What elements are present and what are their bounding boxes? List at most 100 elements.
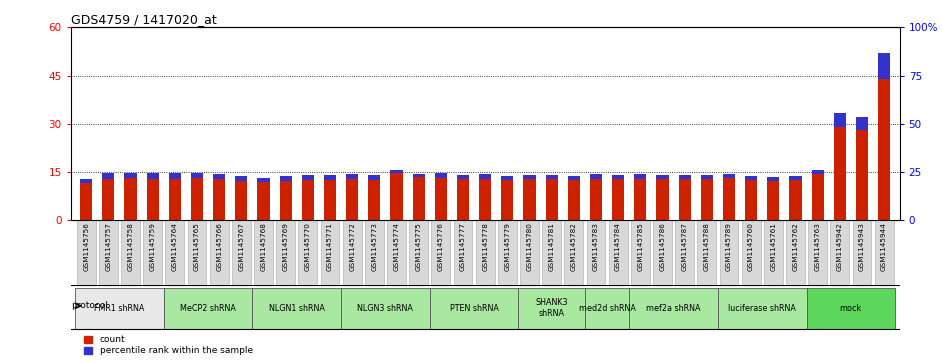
Bar: [80, 183, 92, 220]
Bar: [413, 174, 425, 177]
FancyBboxPatch shape: [320, 220, 339, 285]
Bar: [767, 181, 779, 220]
Bar: [301, 175, 314, 180]
Text: GSM1145783: GSM1145783: [593, 223, 599, 271]
Text: GSM1145775: GSM1145775: [415, 223, 422, 271]
Text: GSM1145768: GSM1145768: [261, 223, 267, 271]
FancyBboxPatch shape: [387, 220, 406, 285]
FancyBboxPatch shape: [543, 220, 561, 285]
Bar: [811, 174, 823, 220]
Text: GSM1145763: GSM1145763: [815, 223, 820, 271]
Bar: [745, 176, 757, 180]
Text: GSM1145762: GSM1145762: [792, 223, 799, 271]
Bar: [280, 176, 292, 181]
Text: mef2a shRNA: mef2a shRNA: [646, 303, 701, 313]
FancyBboxPatch shape: [76, 220, 95, 285]
FancyBboxPatch shape: [299, 220, 317, 285]
Text: GSM1145764: GSM1145764: [171, 223, 178, 271]
FancyBboxPatch shape: [431, 220, 450, 285]
Text: GSM1145758: GSM1145758: [127, 223, 134, 271]
FancyBboxPatch shape: [830, 220, 849, 285]
Bar: [612, 175, 625, 179]
FancyBboxPatch shape: [564, 220, 583, 285]
Text: GSM1145771: GSM1145771: [327, 223, 333, 271]
Text: NLGN3 shRNA: NLGN3 shRNA: [357, 303, 414, 313]
FancyBboxPatch shape: [720, 220, 739, 285]
Legend: count, percentile rank within the sample: count, percentile rank within the sample: [84, 335, 253, 356]
Text: GSM1145766: GSM1145766: [216, 223, 222, 271]
Bar: [789, 180, 802, 220]
Bar: [434, 178, 447, 220]
Bar: [191, 173, 203, 178]
Bar: [280, 181, 292, 220]
Text: GSM1145760: GSM1145760: [748, 223, 755, 271]
Text: GSM1145780: GSM1145780: [527, 223, 532, 271]
Bar: [324, 175, 336, 180]
Bar: [568, 180, 580, 220]
Bar: [501, 180, 513, 220]
Bar: [368, 180, 381, 220]
FancyBboxPatch shape: [365, 220, 383, 285]
Text: GSM1145782: GSM1145782: [571, 223, 577, 271]
Bar: [657, 179, 669, 220]
FancyBboxPatch shape: [276, 220, 295, 285]
Text: GSM1145943: GSM1145943: [859, 223, 865, 271]
Bar: [834, 113, 846, 127]
Text: PTEN shRNA: PTEN shRNA: [449, 303, 498, 313]
Text: GSM1145769: GSM1145769: [283, 223, 288, 271]
Bar: [723, 178, 735, 220]
Bar: [124, 178, 137, 220]
Text: FMR1 shRNA: FMR1 shRNA: [94, 303, 145, 313]
Bar: [457, 179, 469, 220]
Text: NLGN1 shRNA: NLGN1 shRNA: [268, 303, 325, 313]
FancyBboxPatch shape: [476, 220, 495, 285]
Bar: [878, 79, 890, 220]
Bar: [324, 180, 336, 220]
FancyBboxPatch shape: [254, 220, 273, 285]
FancyBboxPatch shape: [629, 288, 718, 329]
FancyBboxPatch shape: [697, 220, 716, 285]
FancyBboxPatch shape: [210, 220, 229, 285]
Bar: [657, 175, 669, 179]
Text: med2d shRNA: med2d shRNA: [578, 303, 636, 313]
Text: mock: mock: [839, 303, 862, 313]
Bar: [568, 176, 580, 180]
Bar: [745, 180, 757, 220]
Bar: [80, 179, 92, 183]
Text: GSM1145757: GSM1145757: [106, 223, 111, 271]
FancyBboxPatch shape: [143, 220, 162, 285]
Bar: [257, 178, 269, 183]
Text: GSM1145779: GSM1145779: [504, 223, 511, 271]
Bar: [213, 174, 225, 179]
Bar: [811, 170, 823, 174]
Bar: [856, 117, 868, 130]
Bar: [257, 183, 269, 220]
Text: GSM1145789: GSM1145789: [726, 223, 732, 271]
Bar: [878, 53, 890, 79]
Text: MeCP2 shRNA: MeCP2 shRNA: [180, 303, 236, 313]
Text: GSM1145773: GSM1145773: [371, 223, 378, 271]
Bar: [346, 179, 358, 220]
FancyBboxPatch shape: [232, 220, 251, 285]
FancyBboxPatch shape: [741, 220, 760, 285]
Bar: [479, 179, 491, 220]
FancyBboxPatch shape: [430, 288, 518, 329]
Text: GSM1145786: GSM1145786: [659, 223, 665, 271]
FancyBboxPatch shape: [585, 288, 629, 329]
Bar: [413, 177, 425, 220]
Bar: [147, 179, 159, 220]
Bar: [634, 179, 646, 220]
Bar: [213, 179, 225, 220]
Bar: [590, 179, 602, 220]
FancyBboxPatch shape: [718, 288, 806, 329]
Bar: [479, 174, 491, 179]
Text: GSM1145777: GSM1145777: [460, 223, 466, 271]
Text: luciferase shRNA: luciferase shRNA: [728, 303, 796, 313]
Bar: [545, 175, 558, 179]
Bar: [590, 174, 602, 179]
FancyBboxPatch shape: [808, 220, 827, 285]
Bar: [524, 179, 536, 220]
Bar: [103, 174, 114, 179]
Bar: [856, 130, 868, 220]
FancyBboxPatch shape: [164, 288, 252, 329]
